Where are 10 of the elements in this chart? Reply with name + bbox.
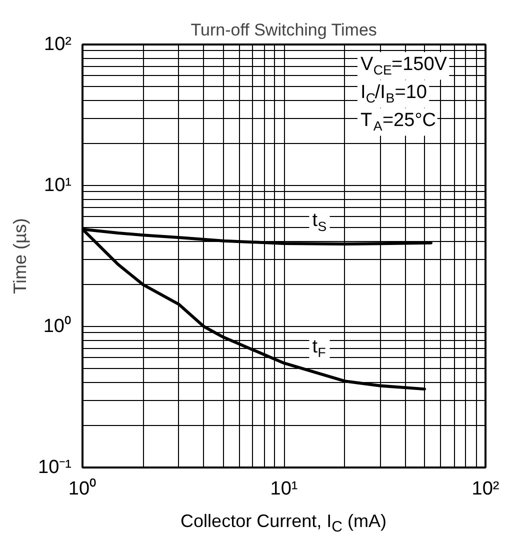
y-tick-label: 10² <box>44 34 72 55</box>
y-tick-label: 10¹ <box>44 175 72 196</box>
x-tick-label: 10⁰ <box>68 478 97 500</box>
x-axis-title: Collector Current, I$_{C}$ (mA) <box>180 510 386 538</box>
x-tick-label: 10¹ <box>270 478 298 500</box>
y-tick-label: 10⁻¹ <box>38 457 72 478</box>
y-axis-title: Time (µs) <box>10 218 30 294</box>
x-tick-label: 10² <box>472 478 500 500</box>
chart-title: Turn-off Switching Times <box>190 20 377 40</box>
y-tick-label: 10⁰ <box>43 315 72 337</box>
